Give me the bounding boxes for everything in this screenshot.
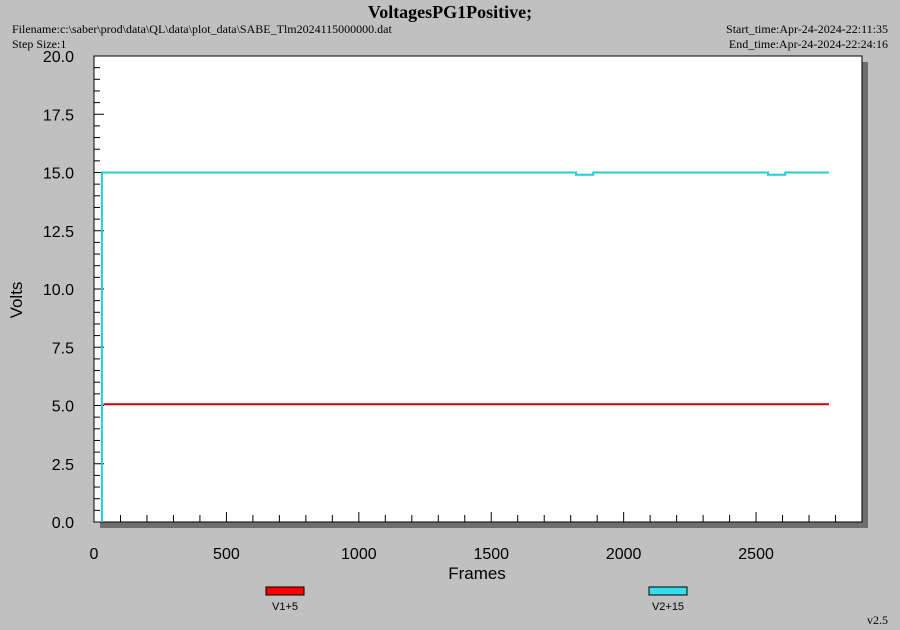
legend-swatch-1 bbox=[265, 586, 305, 596]
start-time-info: Start_time:Apr-24-2024-22:11:35 bbox=[726, 22, 888, 37]
x-tick-label: 500 bbox=[213, 546, 240, 563]
filename-value: c:\saber\prod\data\QL\data\plot_data\SAB… bbox=[60, 22, 392, 36]
y-tick-label: 2.5 bbox=[52, 457, 74, 474]
legend-label-1: V1+5 bbox=[272, 601, 298, 613]
y-tick-label: 7.5 bbox=[52, 340, 74, 357]
y-tick-label: 12.5 bbox=[43, 224, 74, 241]
x-axis-title: Frames bbox=[448, 564, 506, 583]
start-time-value: Apr-24-2024-22:11:35 bbox=[779, 22, 888, 36]
y-tick-label: 15.0 bbox=[43, 166, 74, 183]
legend: V1+5 V2+15 bbox=[265, 586, 688, 613]
version-label: v2.5 bbox=[867, 613, 888, 627]
step-size-info: Step Size:1 bbox=[12, 37, 66, 52]
step-size-value: 1 bbox=[60, 37, 67, 51]
y-tick-label: 5.0 bbox=[52, 399, 74, 416]
x-tick-label: 2500 bbox=[738, 546, 774, 563]
y-tick-label: 17.5 bbox=[43, 107, 74, 124]
y-tick-label: 20.0 bbox=[43, 49, 74, 66]
y-tick-label: 0.0 bbox=[52, 515, 74, 532]
plot-area bbox=[93, 55, 863, 523]
x-tick-label: 0 bbox=[90, 546, 99, 563]
series-line-2 bbox=[100, 171, 829, 522]
y-tick-labels: 0.0 2.5 5.0 7.5 10.0 12.5 15.0 17.5 20.0 bbox=[43, 49, 74, 532]
series-lines bbox=[100, 171, 829, 522]
legend-swatch-2 bbox=[648, 586, 688, 596]
start-time-label: Start_time: bbox=[726, 22, 780, 36]
y-axis-title: Volts bbox=[7, 282, 26, 319]
x-tick-labels: 0 500 1000 1500 2000 2500 bbox=[90, 546, 774, 563]
axis-ticks bbox=[93, 55, 863, 523]
chart-title: VoltagesPG1Positive; bbox=[367, 2, 533, 22]
y-tick-label: 10.0 bbox=[43, 282, 74, 299]
x-tick-label: 1000 bbox=[341, 546, 377, 563]
end-time-info: End_time:Apr-24-2024-22:24:16 bbox=[729, 37, 888, 52]
legend-label-2: V2+15 bbox=[652, 601, 684, 613]
filename-info: Filename:c:\saber\prod\data\QL\data\plot… bbox=[12, 22, 392, 37]
x-tick-label: 1500 bbox=[473, 546, 509, 563]
step-size-label: Step Size: bbox=[12, 37, 61, 51]
x-tick-label: 2000 bbox=[606, 546, 642, 563]
filename-label: Filename: bbox=[12, 22, 60, 36]
end-time-value: Apr-24-2024-22:24:16 bbox=[778, 37, 888, 51]
end-time-label: End_time: bbox=[728, 37, 779, 51]
